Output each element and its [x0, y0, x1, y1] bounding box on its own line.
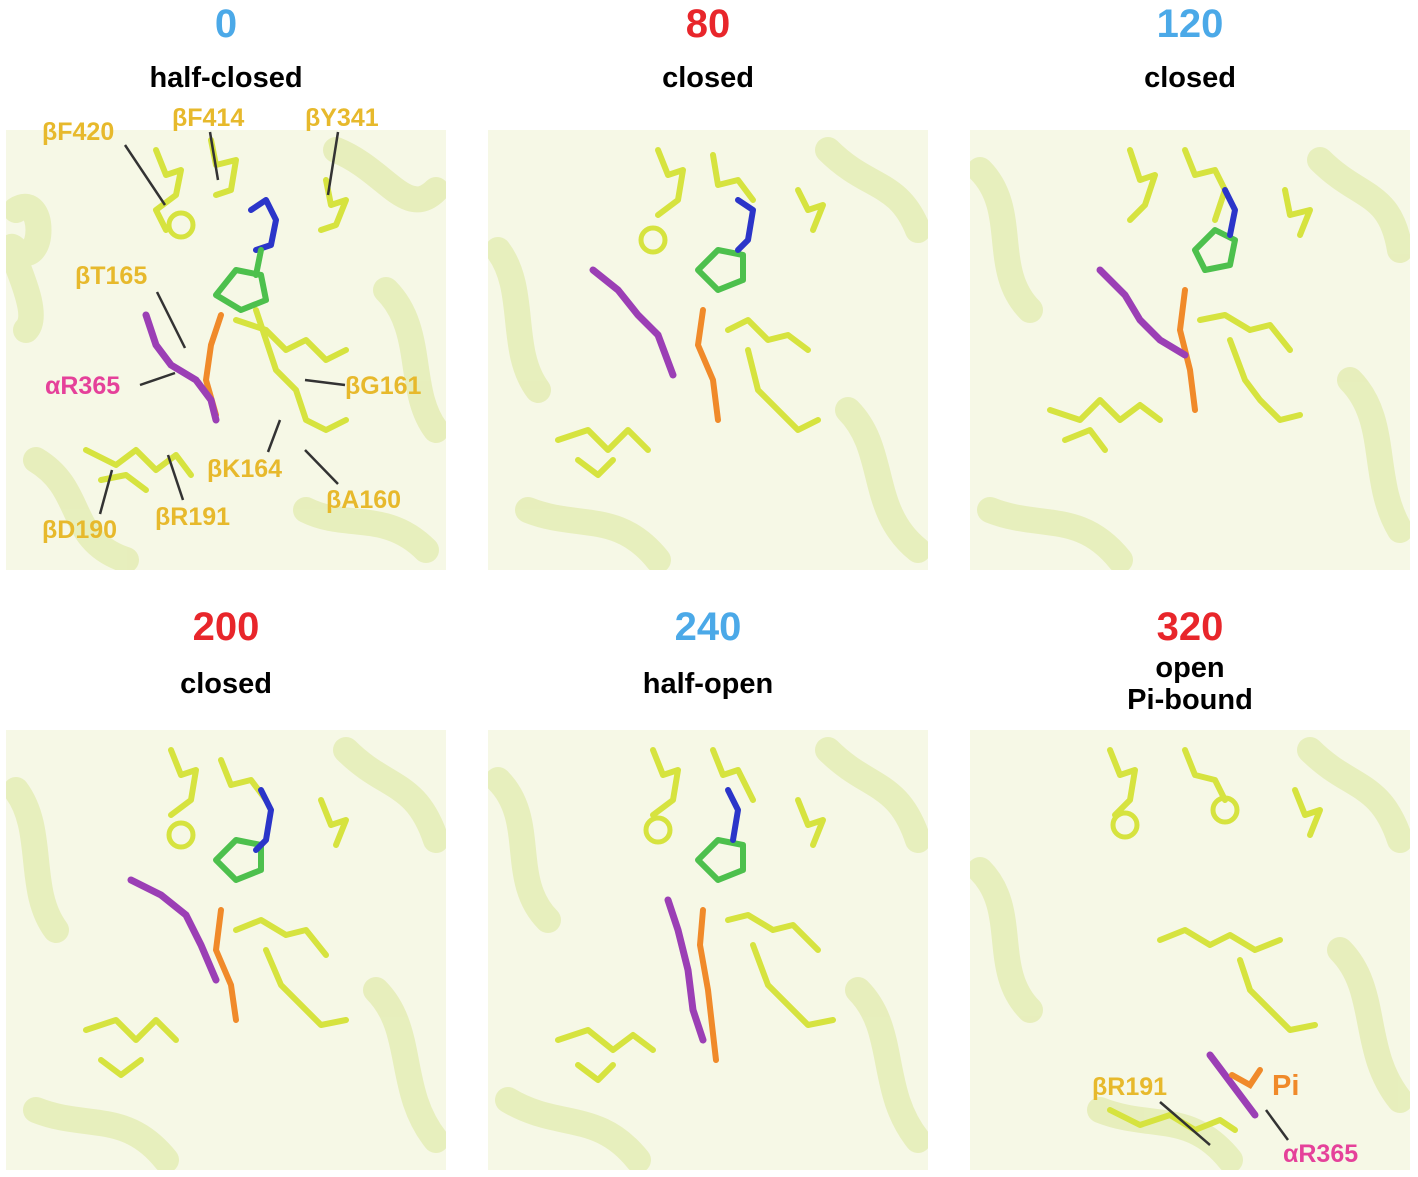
panel-state: closed: [180, 668, 272, 700]
label-aR365: αR365: [45, 372, 121, 400]
label-bF414: βF414: [172, 104, 245, 132]
structure-image: [970, 130, 1410, 570]
structure-image: [488, 730, 928, 1170]
label-bD190: βD190: [42, 516, 118, 544]
label-bR191: βR191: [155, 503, 231, 531]
panel-angle: 0: [214, 2, 238, 46]
panel-state: open: [1155, 652, 1225, 684]
label-leader-lines: [98, 131, 346, 515]
structure-image: [6, 130, 446, 570]
label-aR365: αR365: [1283, 1140, 1359, 1168]
structure-image: [970, 730, 1410, 1170]
label-bY341: βY341: [305, 104, 379, 132]
label-bT165: βT165: [75, 262, 148, 290]
label-bK164: βK164: [207, 455, 283, 483]
panel-angle: 80: [685, 2, 731, 46]
panel-state-2: Pi-bound: [1127, 684, 1253, 716]
panel-state: closed: [1144, 62, 1236, 94]
panel-angle: 200: [192, 605, 260, 649]
label-bG161: βG161: [345, 372, 422, 400]
label-bR191: βR191: [1092, 1073, 1168, 1101]
panel-angle: 120: [1156, 2, 1224, 46]
panel-state: half-open: [642, 668, 774, 700]
label-Pi: Pi: [1272, 1070, 1300, 1102]
structure-image: [488, 130, 928, 570]
structure-image: [6, 730, 446, 1170]
panel-angle: 240: [674, 605, 742, 649]
panel-angle: 320: [1156, 605, 1224, 649]
panel-state: half-closed: [149, 62, 303, 94]
label-bF420: βF420: [42, 118, 115, 146]
panel-state: closed: [662, 62, 754, 94]
label-bA160: βA160: [326, 486, 402, 514]
